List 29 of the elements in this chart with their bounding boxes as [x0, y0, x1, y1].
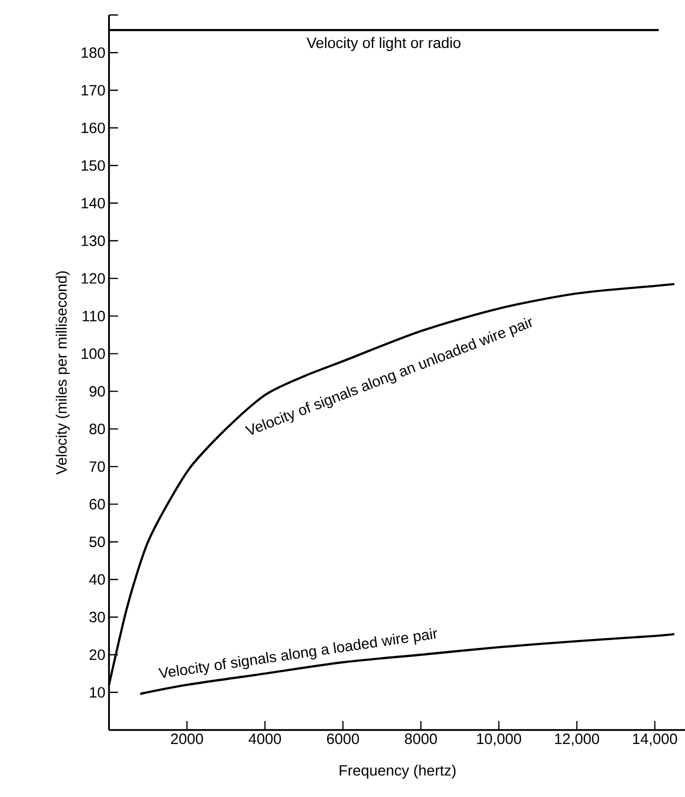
x-tick-label: 10,000 [477, 734, 522, 746]
y-tick-label: 150 [82, 160, 105, 171]
y-tick-label: 50 [89, 536, 105, 548]
y-tick-label: 170 [82, 84, 105, 96]
y-tick-label: 90 [90, 386, 105, 397]
y-tick-label: 20 [90, 649, 105, 660]
x-tick-label: 12,000 [555, 734, 600, 746]
y-tick-label: 30 [89, 612, 105, 622]
y-tick-label: 100 [82, 348, 105, 359]
y-tick-label: 140 [82, 198, 105, 208]
y-tick-label: 10 [90, 687, 105, 698]
y-tick-label: 110 [82, 310, 105, 322]
y-axis-title: Velocity (miles per millisecond) [56, 271, 70, 475]
x-axis-title: Frequency (hertz) [340, 764, 456, 779]
y-tick-label: 80 [90, 424, 105, 434]
y-tick-label: 60 [90, 498, 105, 510]
x-tick-label: 4000 [248, 734, 281, 744]
y-tick-label: 180 [82, 47, 105, 58]
y-tick-label: 120 [82, 273, 105, 284]
x-tick-label: 6000 [327, 734, 359, 744]
text: Velocity of signals along a loaded wire pair [158, 628, 438, 678]
series-label: Velocity of light or radio [306, 37, 460, 52]
y-tick-label: 40 [89, 574, 105, 585]
y-tick-label: 160 [82, 122, 105, 134]
x-tick-label: 14,000 [633, 734, 678, 746]
x-tick-label: 2000 [171, 734, 203, 744]
y-tick-label: 70 [90, 461, 105, 472]
x-tick-label: 8000 [404, 734, 437, 744]
y-tick-label: 130 [82, 235, 105, 246]
